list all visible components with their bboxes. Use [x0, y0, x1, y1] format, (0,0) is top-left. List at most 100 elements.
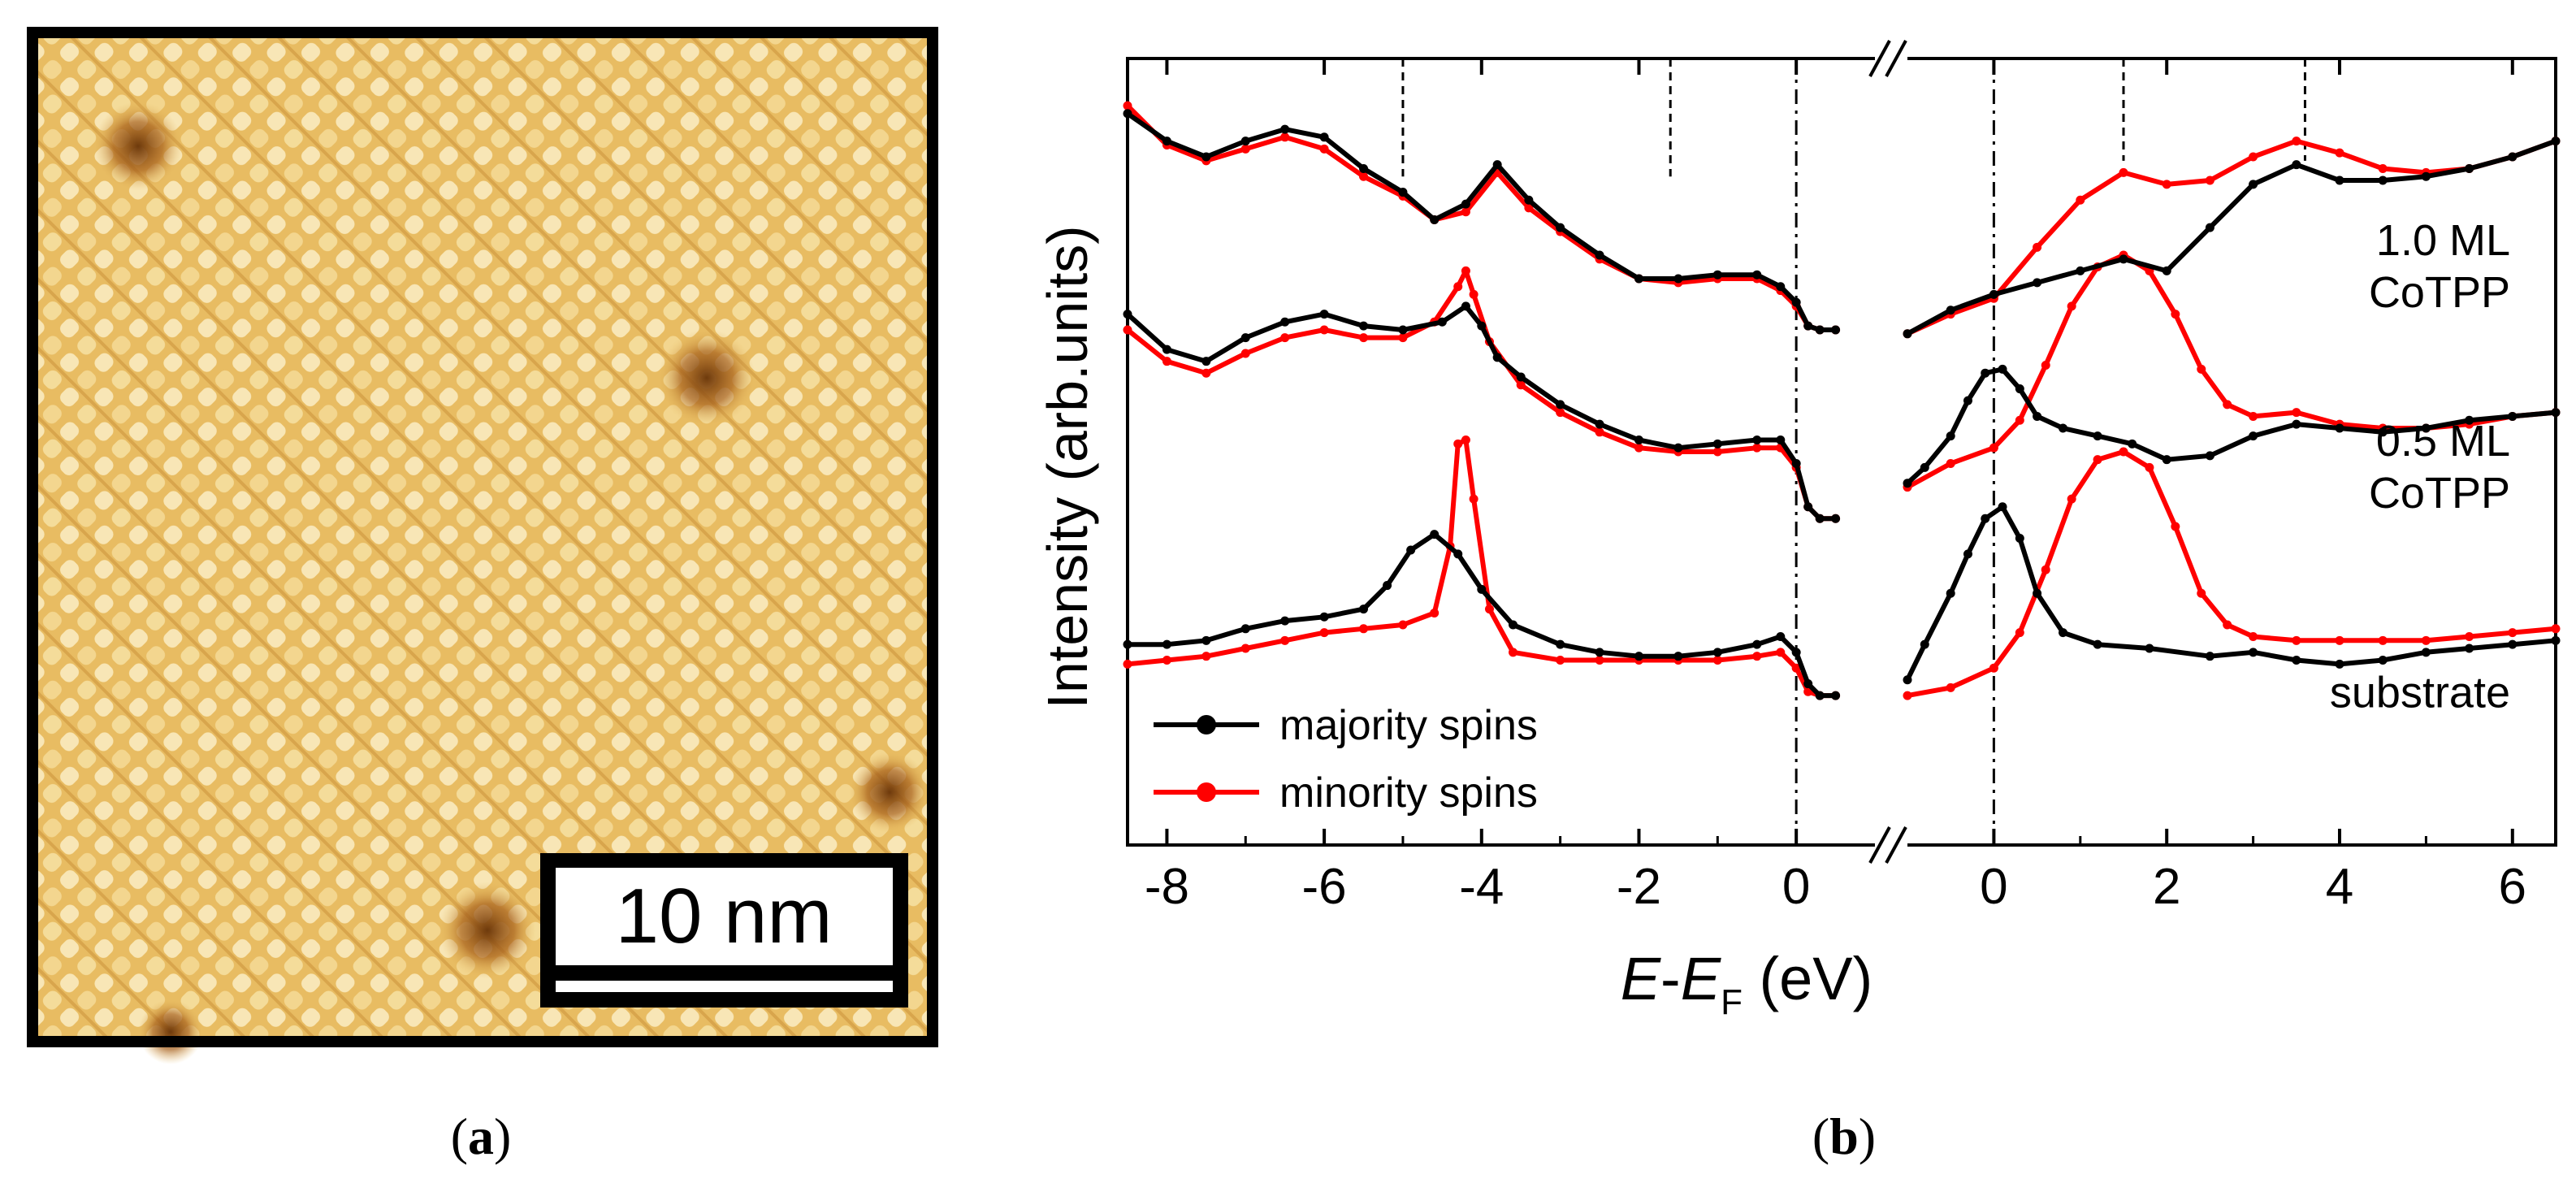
majority-curve-substrate-left-point — [1815, 691, 1825, 700]
chart-curves — [1123, 101, 2561, 700]
minority-curve-0-5-ml-cotpp-left-point — [1280, 333, 1290, 343]
minority-curve-substrate-left-point — [1319, 628, 1329, 638]
majority-curve-0-5-ml-cotpp-right-point — [2059, 423, 2068, 433]
minority-curve-1-0-ml-cotpp-left-point — [1359, 171, 1369, 181]
majority-curve-0-5-ml-cotpp-left-point — [1319, 310, 1329, 319]
majority-curve-substrate-left-point — [1791, 648, 1801, 657]
majority-curve-1-0-ml-cotpp-left-point — [1240, 136, 1250, 146]
majority-curve-substrate-right-point — [1903, 675, 1912, 685]
majority-curve-1-0-ml-cotpp-left-point — [1673, 274, 1683, 284]
majority-curve-0-5-ml-cotpp-right-point — [2378, 427, 2388, 437]
majority-curve-substrate-left-point — [1406, 545, 1416, 555]
majority-curve-substrate-right-point — [1998, 502, 2007, 512]
x-right-tick-label: 6 — [2499, 859, 2526, 915]
minority-curve-1-0-ml-cotpp-left-point — [1524, 203, 1534, 213]
x-right-tick-label: 4 — [2326, 859, 2353, 915]
minority-curve-0-5-ml-cotpp-right-point — [2223, 400, 2232, 410]
minority-curve-0-5-ml-cotpp-left-point — [1752, 443, 1762, 453]
majority-curve-1-0-ml-cotpp-left-point — [1524, 195, 1534, 205]
caption-a-letter: a — [468, 1107, 494, 1165]
majority-curve-0-5-ml-cotpp-left-point — [1201, 357, 1211, 366]
majority-curve-1-0-ml-cotpp-right-point — [2421, 171, 2431, 181]
majority-curve-1-0-ml-cotpp-left-point — [1752, 270, 1762, 280]
minority-curve-substrate-left — [1127, 437, 1836, 699]
majority-curve-0-5-ml-cotpp-right-point — [1946, 431, 1955, 441]
majority-curve-0-5-ml-cotpp-left-point — [1776, 435, 1786, 444]
majority-curve-0-5-ml-cotpp-right-point — [2249, 431, 2258, 441]
majority-curve-1-0-ml-cotpp-right-point — [2465, 164, 2474, 174]
panel-a-stm-image: 10 nm — [27, 27, 938, 1064]
minority-curve-substrate-left-point — [1240, 644, 1250, 653]
minority-curve-0-5-ml-cotpp-right-point — [1946, 459, 1955, 469]
minority-curve-0-5-ml-cotpp-right-point — [2067, 301, 2076, 311]
chart-guides — [1401, 58, 2306, 845]
majority-curve-substrate-right-point — [2421, 648, 2431, 657]
axis-break-mark — [1868, 40, 1891, 77]
majority-curve-substrate-left-point — [1556, 639, 1565, 649]
majority-curve-0-5-ml-cotpp-right-point — [2033, 411, 2042, 421]
minority-curve-0-5-ml-cotpp-left-point — [1123, 325, 1132, 335]
x-left-tick-label: -2 — [1617, 859, 1661, 915]
minority-curve-0-5-ml-cotpp-left-point — [1453, 282, 1463, 292]
caption-a: (a) — [451, 1107, 512, 1165]
majority-curve-0-5-ml-cotpp-left-point — [1595, 419, 1604, 429]
majority-curve-0-5-ml-cotpp-right-point — [2335, 423, 2344, 433]
majority-curve-1-0-ml-cotpp-left-point — [1359, 164, 1369, 174]
curve-label: 1.0 ML — [2376, 216, 2510, 265]
majority-curve-substrate-left-point — [1595, 648, 1604, 657]
minority-curve-substrate-right-point — [1989, 663, 1998, 673]
minority-curve-substrate-left-point — [1430, 608, 1440, 618]
majority-curve-substrate-right-point — [2145, 644, 2154, 653]
minority-curve-0-5-ml-cotpp-left-point — [1556, 408, 1565, 418]
majority-curve-1-0-ml-cotpp-right-point — [2249, 180, 2258, 189]
majority-curve-substrate-right-point — [1963, 549, 1972, 559]
majority-curve-substrate-left-point — [1453, 549, 1463, 559]
majority-curve-0-5-ml-cotpp-left-point — [1162, 344, 1171, 354]
y-axis-label: Intensity (arb.units) — [1036, 225, 1099, 708]
minority-curve-substrate-left-point — [1752, 652, 1762, 661]
minority-curve-1-0-ml-cotpp-left-point — [1123, 101, 1132, 110]
minority-curve-substrate-left-point — [1712, 656, 1722, 665]
majority-curve-0-5-ml-cotpp-left-point — [1831, 514, 1841, 523]
majority-curve-0-5-ml-cotpp-left-point — [1280, 317, 1290, 327]
majority-curve-substrate-left-point — [1162, 639, 1171, 649]
majority-curve-0-5-ml-cotpp-left-point — [1516, 372, 1526, 382]
minority-curve-substrate-right — [1907, 449, 2557, 699]
majority-curve-1-0-ml-cotpp-left-point — [1123, 109, 1132, 119]
minority-curve-0-5-ml-cotpp-left — [1126, 268, 1836, 522]
minority-curve-substrate-right-point — [2421, 635, 2431, 645]
majority-curve-0-5-ml-cotpp-left-point — [1492, 353, 1502, 362]
minority-curve-substrate-left-point — [1123, 659, 1132, 669]
minority-curve-0-5-ml-cotpp-left-point — [1469, 289, 1478, 299]
majority-curve-1-0-ml-cotpp-left-point — [1803, 321, 1813, 331]
majority-curve-substrate-left-point — [1634, 652, 1643, 661]
majority-curve-0-5-ml-cotpp-left-point — [1815, 514, 1825, 523]
minority-curve-substrate-right-point — [2465, 631, 2474, 641]
majority-curve-0-5-ml-cotpp-left-point — [1752, 435, 1762, 444]
majority-curve-substrate-right-point — [2033, 588, 2042, 598]
x-right-tick-label: 0 — [1980, 859, 2007, 915]
majority-curve-0-5-ml-cotpp-right-point — [1998, 364, 2007, 374]
stm-defect — [658, 329, 755, 427]
majority-curve-0-5-ml-cotpp-right-point — [1903, 479, 1912, 488]
majority-curve-substrate-left-point — [1673, 652, 1683, 661]
majority-curve-1-0-ml-cotpp-left-point — [1595, 250, 1604, 260]
curve-label: CoTPP — [2369, 469, 2510, 518]
majority-curve-substrate-right-point — [2508, 639, 2518, 649]
minority-curve-1-0-ml-cotpp-right-point — [2249, 152, 2258, 162]
scale-bar-label: 10 nm — [616, 873, 833, 960]
majority-curve-substrate-left-point — [1359, 604, 1369, 614]
majority-curve-0-5-ml-cotpp-right-point — [2015, 384, 2024, 394]
x-left-tick-label: -6 — [1302, 859, 1347, 915]
minority-curve-substrate-left-point — [1791, 663, 1801, 673]
minority-curve-substrate-right-point — [1946, 682, 1955, 692]
majority-curve-1-0-ml-cotpp-left-point — [1162, 136, 1171, 146]
majority-curve-0-5-ml-cotpp-left-point — [1123, 310, 1132, 319]
majority-curve-0-5-ml-cotpp-left-point — [1791, 459, 1801, 469]
minority-curve-substrate-right-point — [2041, 565, 2050, 574]
majority-curve-1-0-ml-cotpp-left-point — [1556, 223, 1565, 232]
majority-curve-0-5-ml-cotpp-left-point — [1673, 443, 1683, 453]
minority-curve-1-0-ml-cotpp-right-point — [2292, 136, 2301, 146]
